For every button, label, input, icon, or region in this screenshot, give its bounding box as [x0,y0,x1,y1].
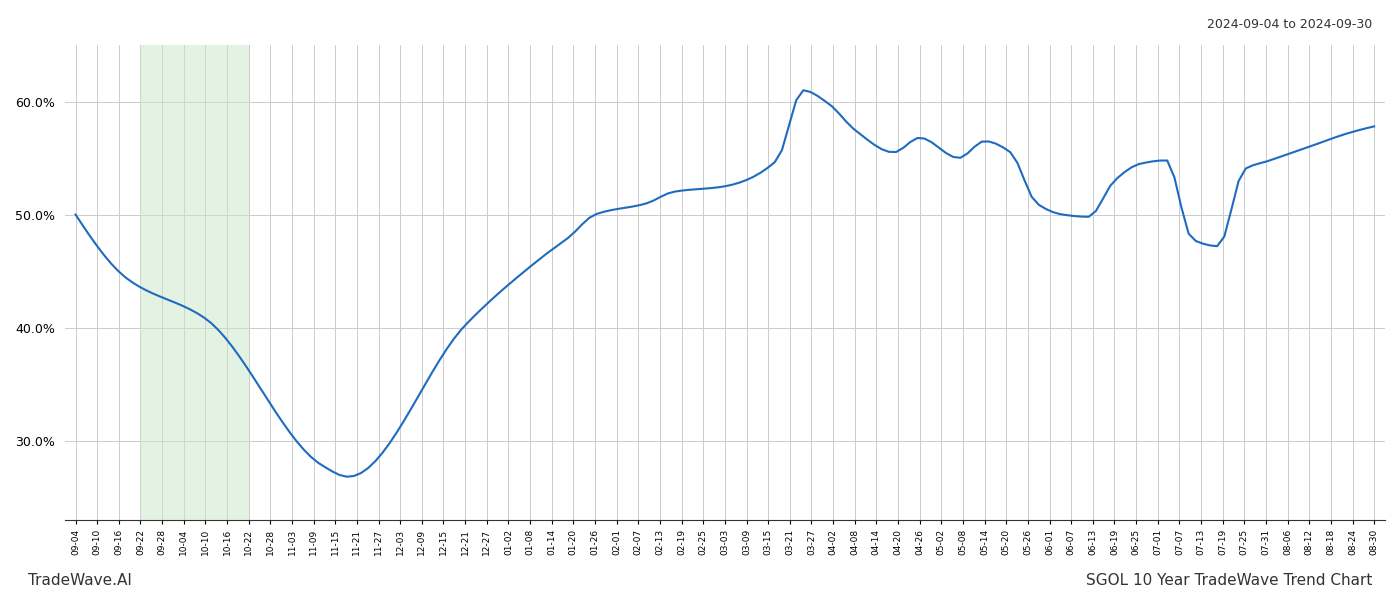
Text: 2024-09-04 to 2024-09-30: 2024-09-04 to 2024-09-30 [1207,18,1372,31]
Text: SGOL 10 Year TradeWave Trend Chart: SGOL 10 Year TradeWave Trend Chart [1085,573,1372,588]
Text: TradeWave.AI: TradeWave.AI [28,573,132,588]
Bar [140,45,249,520]
